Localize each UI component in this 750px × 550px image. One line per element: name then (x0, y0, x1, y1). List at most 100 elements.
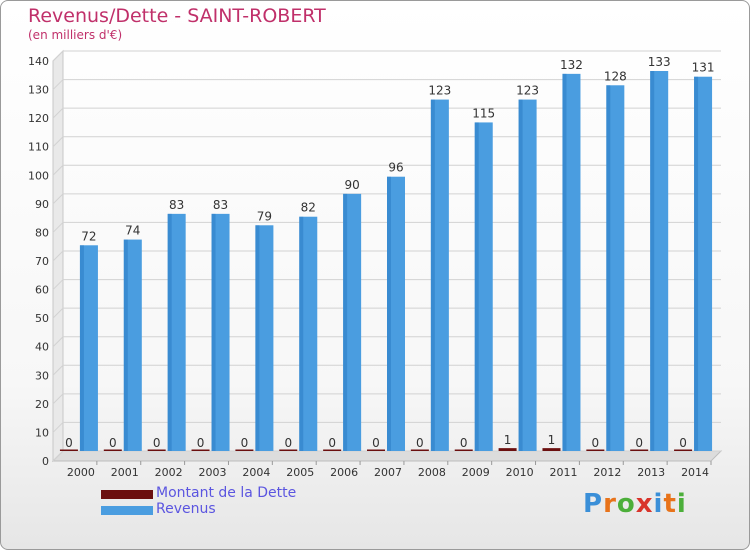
bar-revenus-shade (694, 76, 699, 451)
y-tick-label: 140 (28, 55, 49, 68)
data-label-revenus: 115 (472, 106, 495, 120)
y-tick-label: 110 (28, 141, 49, 154)
y-tick-label: 70 (35, 255, 49, 268)
legend-item-dette: Montant de la Dette (101, 485, 421, 503)
logo-letter: t (663, 489, 677, 519)
bar-revenus-shade (299, 216, 304, 451)
y-tick-label: 60 (35, 284, 49, 297)
logo-letter: i (676, 489, 687, 519)
data-label-dette: 0 (109, 436, 117, 450)
gridline-side (52, 279, 64, 290)
data-label-revenus: 96 (388, 161, 403, 175)
data-label-dette: 0 (284, 436, 292, 450)
bar-revenus (606, 85, 625, 452)
x-tick-label: 2012 (593, 466, 621, 479)
data-label-dette: 0 (592, 436, 600, 450)
bar-revenus-shade (518, 99, 523, 452)
bar-revenus-shade (255, 225, 260, 451)
legend-item-revenus: Revenus (101, 501, 421, 519)
gridline-side (52, 450, 64, 462)
gridline-side (52, 50, 64, 62)
bar-revenus-shade (79, 245, 84, 451)
data-label-dette: 0 (372, 436, 380, 450)
bar-dette (542, 448, 561, 451)
bar-revenus-shade (562, 73, 567, 451)
bar-revenus (474, 122, 493, 451)
x-tick-label: 2008 (418, 466, 446, 479)
bar-revenus (387, 176, 405, 451)
data-label-revenus: 79 (257, 209, 272, 223)
x-tick-label: 2001 (111, 466, 139, 479)
x-tick-label: 2005 (286, 466, 314, 479)
x-tick-label: 2000 (67, 466, 95, 479)
x-tick-label: 2007 (374, 466, 402, 479)
bar-dette (279, 449, 298, 451)
bar-dette (410, 449, 429, 451)
bar-revenus-shade (343, 193, 348, 451)
data-label-revenus: 128 (604, 69, 627, 83)
data-label-dette: 0 (328, 436, 336, 450)
bar-dette (454, 449, 473, 451)
gridline-side (52, 164, 64, 176)
legend-label-revenus: Revenus (156, 501, 216, 517)
logo-letter: x (635, 489, 654, 519)
bar-dette (147, 449, 166, 451)
x-tick-label: 2009 (462, 466, 490, 479)
gridline-side (52, 107, 64, 119)
y-tick-label: 120 (28, 112, 49, 125)
bar-dette (498, 448, 517, 451)
gridline-side (52, 79, 64, 90)
bar-revenus (123, 239, 142, 451)
y-tick-label: 20 (35, 398, 49, 411)
bar-revenus (430, 99, 449, 452)
data-label-revenus: 123 (428, 84, 451, 98)
gridline-side (52, 336, 64, 348)
bar-revenus-shade (650, 71, 655, 451)
bar-revenus-shade (606, 85, 611, 452)
data-label-dette: 1 (548, 433, 556, 447)
bar-revenus (79, 245, 98, 451)
data-label-dette: 0 (460, 436, 468, 450)
data-label-dette: 0 (679, 436, 687, 450)
x-tick-label: 2003 (199, 466, 227, 479)
bar-revenus (167, 213, 186, 451)
x-tick-label: 2011 (549, 466, 577, 479)
y-tick-label: 0 (42, 455, 49, 468)
data-label-revenus: 82 (301, 201, 316, 215)
y-tick-label: 90 (35, 198, 49, 211)
logo-letter: i (653, 489, 664, 519)
logo-letter: o (616, 489, 636, 519)
data-label-dette: 0 (416, 436, 424, 450)
gridline-side (52, 136, 64, 148)
chart-subtitle: (en milliers d'€) (28, 28, 123, 42)
legend-swatch-revenus (101, 506, 153, 515)
y-tick-label: 100 (28, 169, 49, 182)
bar-dette (586, 449, 605, 451)
y-tick-label: 80 (35, 226, 49, 239)
proxiti-logo: Proxiti (583, 489, 687, 519)
data-label-dette: 0 (197, 436, 205, 450)
data-label-revenus: 123 (516, 84, 539, 98)
logo-letter: P (583, 489, 604, 519)
bar-revenus (255, 225, 274, 451)
gridline-side (52, 307, 64, 319)
data-label-revenus: 133 (648, 55, 671, 69)
bar-dette (103, 449, 122, 451)
bar-revenus (518, 99, 537, 452)
data-label-revenus: 90 (344, 178, 359, 192)
bar-dette (367, 449, 385, 451)
x-tick-label: 2004 (242, 466, 270, 479)
y-tick-label: 30 (35, 369, 49, 382)
data-label-revenus: 83 (213, 198, 228, 212)
bar-dette (630, 449, 649, 451)
data-label-dette: 1 (504, 433, 512, 447)
gridline-side (52, 364, 64, 376)
gridline-side (52, 393, 64, 405)
bar-revenus (343, 193, 362, 451)
bar-revenus (299, 216, 318, 451)
y-tick-label: 10 (35, 426, 49, 439)
bar-dette (323, 449, 342, 451)
bar-revenus (562, 73, 581, 451)
bar-revenus-shade (430, 99, 435, 452)
